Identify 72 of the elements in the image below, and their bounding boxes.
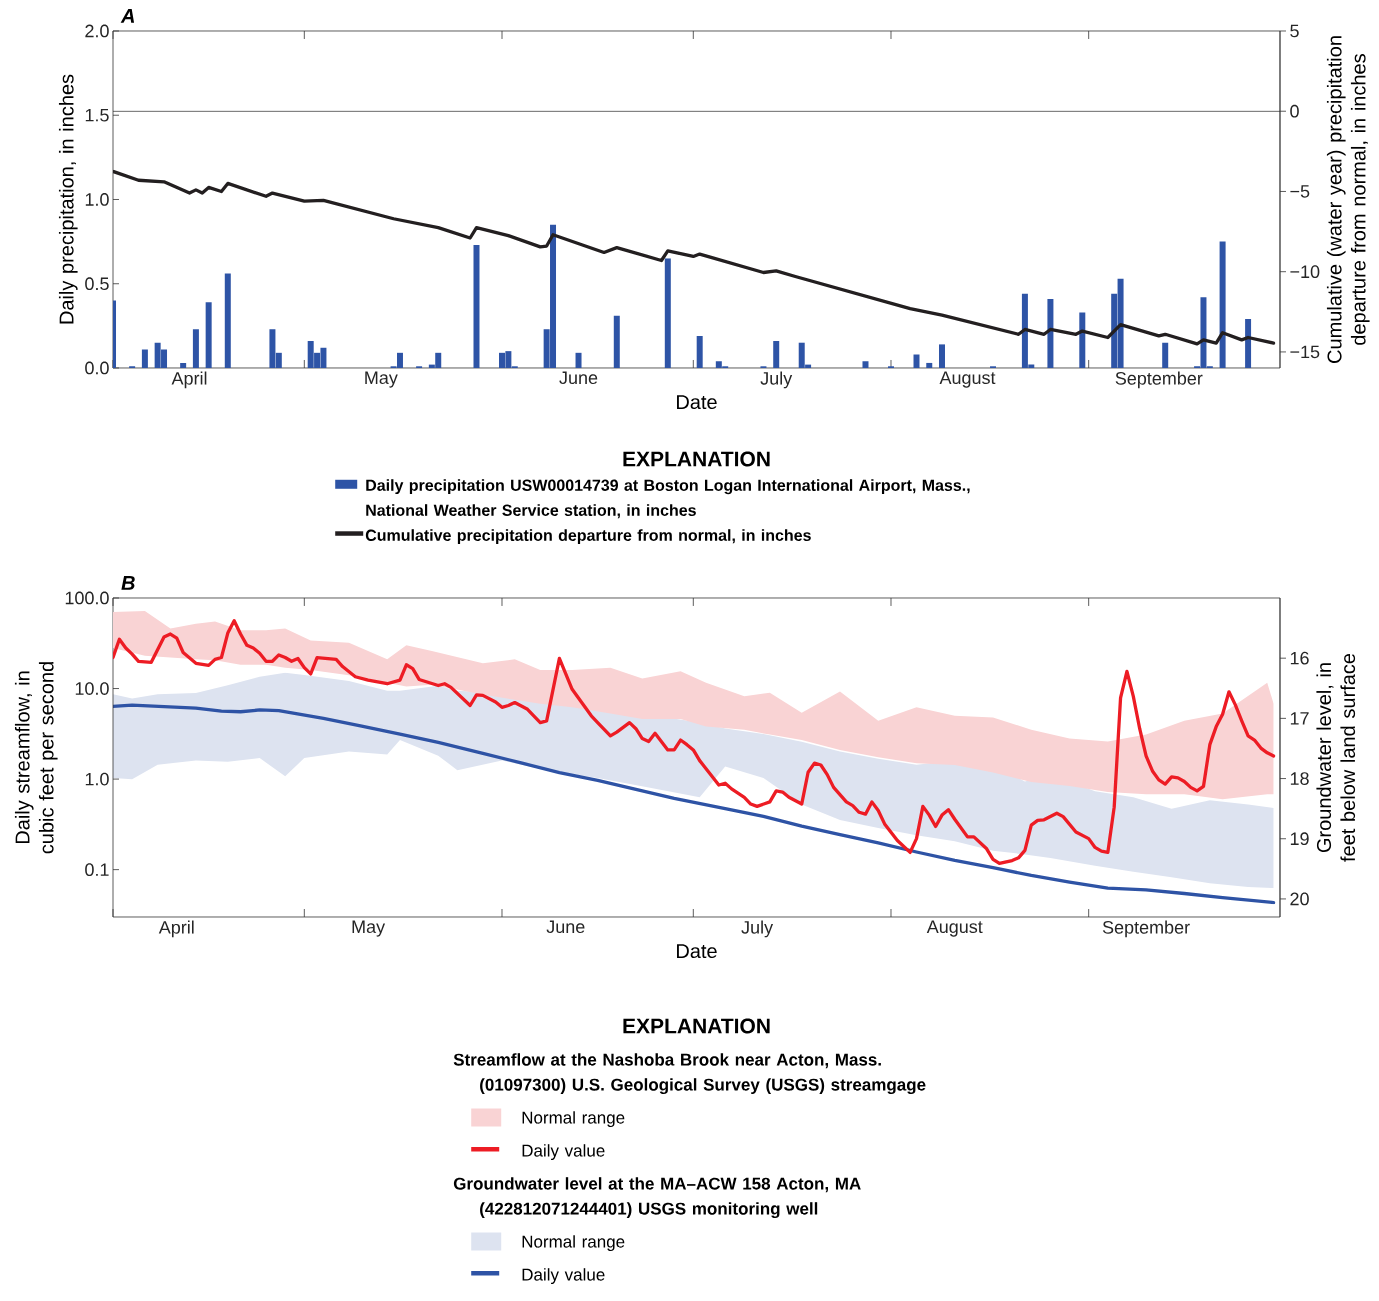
chart-title: B: [121, 576, 135, 590]
y2-axis-title: Cumulative (water year) precipitation departure from normal, in inches: [1326, 36, 1370, 363]
y-axis-title: Daily precipitation, in inches: [58, 74, 78, 324]
bar: [613, 315, 620, 368]
x-tick-label: September: [1115, 371, 1203, 389]
legend-title: EXPLANATION: [623, 451, 770, 467]
y2-tick-label: 16: [1290, 651, 1309, 665]
legend-title: EXPLANATION: [623, 1018, 770, 1034]
bar: [1047, 298, 1054, 368]
x-tick-label: August: [939, 371, 996, 388]
y2-axis-title: Groundwater level, in feet below land surface: [1316, 653, 1356, 862]
bar: [141, 349, 148, 368]
x-axis-title: Date: [677, 944, 717, 959]
text: Streamflow at the Nashoba Brook near Acton, Mass. (01097300) U.S. Geological Survey (USGS) streamgage: [453, 1053, 926, 1095]
x-axis-title: Date: [677, 395, 717, 410]
y-tick-label: 1.0: [85, 772, 109, 786]
bar: [773, 341, 780, 368]
line-series: [113, 619, 1276, 866]
x-tick-label: July: [760, 371, 793, 389]
bar: [939, 344, 946, 368]
legend-label: Daily value: [522, 1144, 605, 1161]
y2-tick-label: −15: [1290, 345, 1320, 359]
bar: [862, 361, 869, 368]
y-tick-label: 100.0: [65, 591, 109, 605]
bar: [1245, 319, 1252, 368]
x-tick-label: April: [171, 371, 207, 389]
x-tick-label: May: [365, 371, 398, 388]
x-tick-label: July: [741, 920, 774, 938]
legend-label: Normal range: [522, 1111, 625, 1128]
x-tick-label: August: [926, 920, 983, 937]
x-tick-label: June: [546, 920, 585, 934]
y-tick-label: 2.0: [85, 24, 109, 38]
bar: [913, 354, 920, 368]
bar: [473, 244, 480, 368]
y2-tick-label: 5: [1290, 24, 1299, 38]
bar: [224, 273, 231, 368]
y-tick-label: 0.5: [85, 277, 109, 291]
bar: [696, 335, 703, 368]
legend-label: Daily precipitation USW00014739 at Boston Logan International Airport, Mass., National Weather Service station, in inches: [366, 479, 970, 519]
y2-tick-label: 17: [1290, 712, 1309, 725]
y2-tick-label: 18: [1290, 772, 1309, 785]
x-tick-label: September: [1102, 920, 1190, 938]
legend-label: Daily value: [522, 1268, 605, 1285]
line-series: [113, 169, 1276, 346]
chart-title: A: [120, 9, 135, 23]
y-tick-label: 1.0: [85, 193, 109, 206]
y-tick-label: 1.5: [85, 108, 109, 122]
text: Groundwater level at the MA–ACW 158 Acton, MA (422812071244401) USGS monitoring well: [453, 1177, 861, 1219]
bar: [926, 362, 933, 368]
y2-tick-label: −5: [1290, 185, 1310, 198]
y-tick-label: 0.1: [85, 863, 109, 877]
x-tick-label: May: [352, 920, 386, 937]
x-tick-label: June: [559, 371, 598, 385]
y2-tick-label: 19: [1290, 832, 1309, 846]
bar: [1079, 312, 1086, 368]
bar: [575, 352, 582, 368]
bar: [192, 329, 199, 368]
y2-tick-label: 0: [1290, 104, 1299, 118]
y2-tick-label: −10: [1290, 265, 1320, 279]
bar: [1219, 241, 1226, 368]
legend-label: Normal range: [522, 1235, 625, 1252]
line-series: [113, 703, 1276, 905]
bar: [180, 362, 187, 368]
legend-label: Cumulative precipitation departure from normal, in inches: [365, 529, 811, 545]
x-tick-label: April: [158, 920, 194, 938]
bar: [1162, 342, 1169, 368]
y-tick-label: 0.0: [85, 361, 109, 375]
bar: [664, 258, 671, 368]
y2-tick-label: 20: [1290, 892, 1309, 906]
y-tick-label: 10.0: [75, 682, 109, 695]
bar: [205, 302, 212, 368]
y-axis-title: Daily streamflow, in cubic feet per second: [14, 662, 58, 854]
